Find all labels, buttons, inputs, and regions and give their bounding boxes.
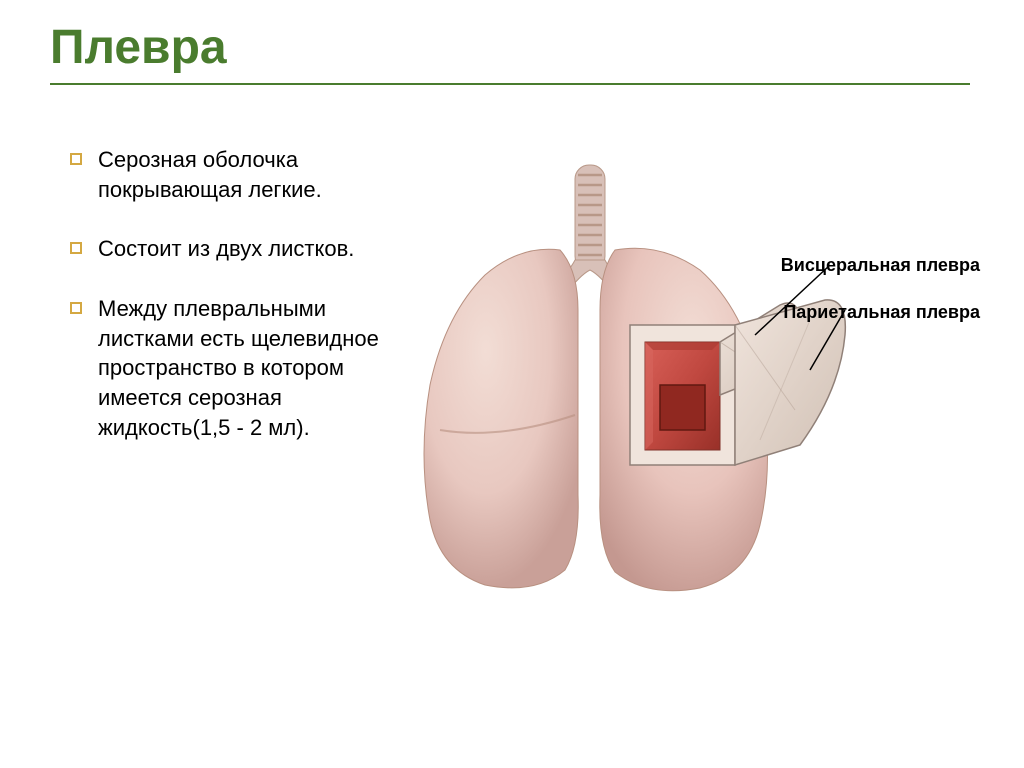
list-item: Между плевральными листками есть щелевид… (70, 294, 390, 442)
parietal-pleura-flap (735, 300, 845, 465)
bullet-text: Серозная оболочка покрывающая легкие. (98, 145, 390, 204)
list-item: Состоит из двух листков. (70, 234, 390, 264)
bullet-text: Состоит из двух листков. (98, 234, 354, 264)
left-lung (424, 249, 578, 588)
bullet-list: Серозная оболочка покрывающая легкие. Со… (70, 145, 390, 473)
bullet-text: Между плевральными листками есть щелевид… (98, 294, 390, 442)
label-parietal-pleura: Париетальная плевра (783, 302, 980, 323)
slide-container: Плевра Серозная оболочка покрывающая лег… (0, 0, 1024, 768)
label-visceral-pleura: Висцеральная плевра (781, 255, 980, 276)
lungs-illustration: Висцеральная плевра Париетальная плевра (400, 150, 1000, 600)
bullet-square-icon (70, 302, 82, 314)
list-item: Серозная оболочка покрывающая легкие. (70, 145, 390, 204)
bullet-square-icon (70, 242, 82, 254)
lungs-svg (400, 150, 1000, 600)
right-lung (600, 248, 846, 591)
title-underline (50, 83, 970, 85)
page-title: Плевра (40, 20, 984, 75)
bullet-square-icon (70, 153, 82, 165)
